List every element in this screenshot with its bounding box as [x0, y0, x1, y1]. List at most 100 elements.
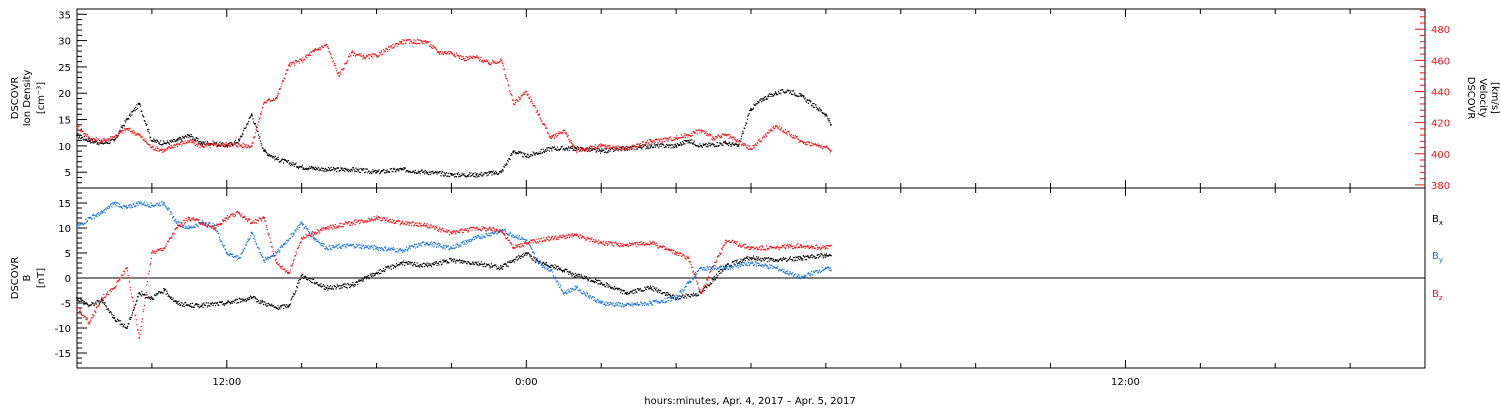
- trace-dot: [133, 109, 135, 111]
- trace-dot: [760, 98, 762, 100]
- trace-dot: [409, 171, 411, 173]
- trace-dot: [390, 168, 393, 170]
- trace-dot: [443, 261, 446, 263]
- trace-dot: [696, 133, 698, 135]
- trace-dot: [103, 138, 106, 140]
- data-point: [176, 222, 178, 224]
- trace-dot: [417, 265, 419, 267]
- trace-dot: [302, 57, 304, 59]
- trace-dot: [174, 221, 176, 223]
- trace-dot: [447, 172, 449, 174]
- trace-dot: [597, 145, 599, 147]
- trace-dot: [390, 247, 393, 249]
- trace-dot: [302, 277, 305, 280]
- trace-dot: [315, 283, 317, 285]
- trace-dot: [182, 137, 184, 139]
- trace-dot: [721, 133, 723, 135]
- trace-dot: [727, 269, 730, 271]
- data-point: [76, 134, 78, 137]
- trace-dot: [395, 265, 397, 267]
- trace-dot: [765, 264, 767, 266]
- trace-dot: [613, 305, 615, 307]
- trace-dot: [520, 238, 522, 240]
- trace-dot: [168, 294, 170, 296]
- trace-dot: [419, 171, 421, 173]
- trace-dot: [92, 302, 94, 304]
- data-point: [275, 252, 278, 254]
- trace-dot: [325, 245, 327, 247]
- trace-dot: [296, 60, 298, 63]
- trace-dot: [779, 129, 781, 131]
- trace-dot: [386, 48, 388, 51]
- trace-dot: [509, 90, 511, 92]
- trace-dot: [578, 289, 580, 291]
- trace-dot: [105, 139, 107, 141]
- trace-dot: [593, 148, 595, 150]
- trace-dot: [684, 295, 687, 297]
- trace-dot: [281, 158, 283, 160]
- trace-dot: [219, 301, 222, 303]
- trace-dot: [626, 148, 628, 150]
- trace-dot: [804, 143, 806, 145]
- trace-dot: [681, 292, 683, 294]
- trace-dot: [155, 204, 157, 207]
- trace-dot: [465, 176, 467, 178]
- trace-dot: [733, 144, 735, 146]
- trace-dot: [131, 131, 134, 133]
- trace-dot: [641, 146, 644, 148]
- trace-dot: [299, 278, 301, 281]
- trace-dot: [658, 139, 660, 142]
- trace-dot: [665, 146, 667, 148]
- trace-dot: [701, 131, 703, 133]
- trace-dot: [811, 254, 813, 256]
- trace-dot: [513, 236, 515, 239]
- trace-dot: [724, 268, 726, 270]
- trace-dot: [482, 59, 484, 61]
- trace-dot: [723, 134, 725, 136]
- trace-dot: [266, 305, 268, 307]
- trace-dot: [658, 300, 660, 302]
- trace-dot: [440, 172, 443, 174]
- trace-dot: [117, 319, 119, 321]
- trace-dot: [576, 286, 579, 288]
- trace-dot: [638, 143, 640, 145]
- trace-dot: [390, 45, 392, 47]
- trace-dot: [702, 291, 704, 293]
- trace-dot: [521, 256, 523, 258]
- trace-dot: [559, 286, 561, 288]
- trace-dot: [303, 275, 305, 278]
- trace-dot: [224, 143, 227, 145]
- data-point: [600, 282, 603, 284]
- trace-dot: [239, 138, 241, 140]
- trace-dot: [356, 168, 358, 170]
- trace-dot: [137, 102, 139, 104]
- trace-dot: [415, 243, 418, 245]
- trace-dot: [681, 134, 683, 136]
- trace-dot: [687, 136, 689, 138]
- data-point: [88, 304, 91, 307]
- trace-dot: [236, 145, 238, 147]
- trace-dot: [664, 301, 667, 303]
- trace-dot: [103, 302, 105, 304]
- data-point: [300, 222, 303, 224]
- trace-dot: [761, 258, 763, 260]
- trace-dot: [274, 97, 277, 99]
- trace-dot: [166, 148, 169, 150]
- trace-dot: [349, 171, 351, 173]
- trace-dot: [697, 145, 699, 147]
- trace-dot: [628, 292, 630, 295]
- trace-dot: [769, 264, 771, 266]
- trace-dot: [521, 238, 524, 240]
- trace-dot: [455, 262, 457, 264]
- trace-dot: [536, 259, 538, 261]
- trace-dot: [679, 290, 682, 292]
- trace-dot: [562, 293, 564, 295]
- data-point: [325, 287, 328, 289]
- trace-dot: [507, 80, 509, 82]
- trace-dot: [184, 302, 186, 304]
- trace-dot: [342, 169, 345, 171]
- trace-dot: [734, 143, 736, 145]
- trace-dot: [140, 294, 142, 296]
- trace-dot: [189, 303, 192, 305]
- data-point: [275, 307, 278, 309]
